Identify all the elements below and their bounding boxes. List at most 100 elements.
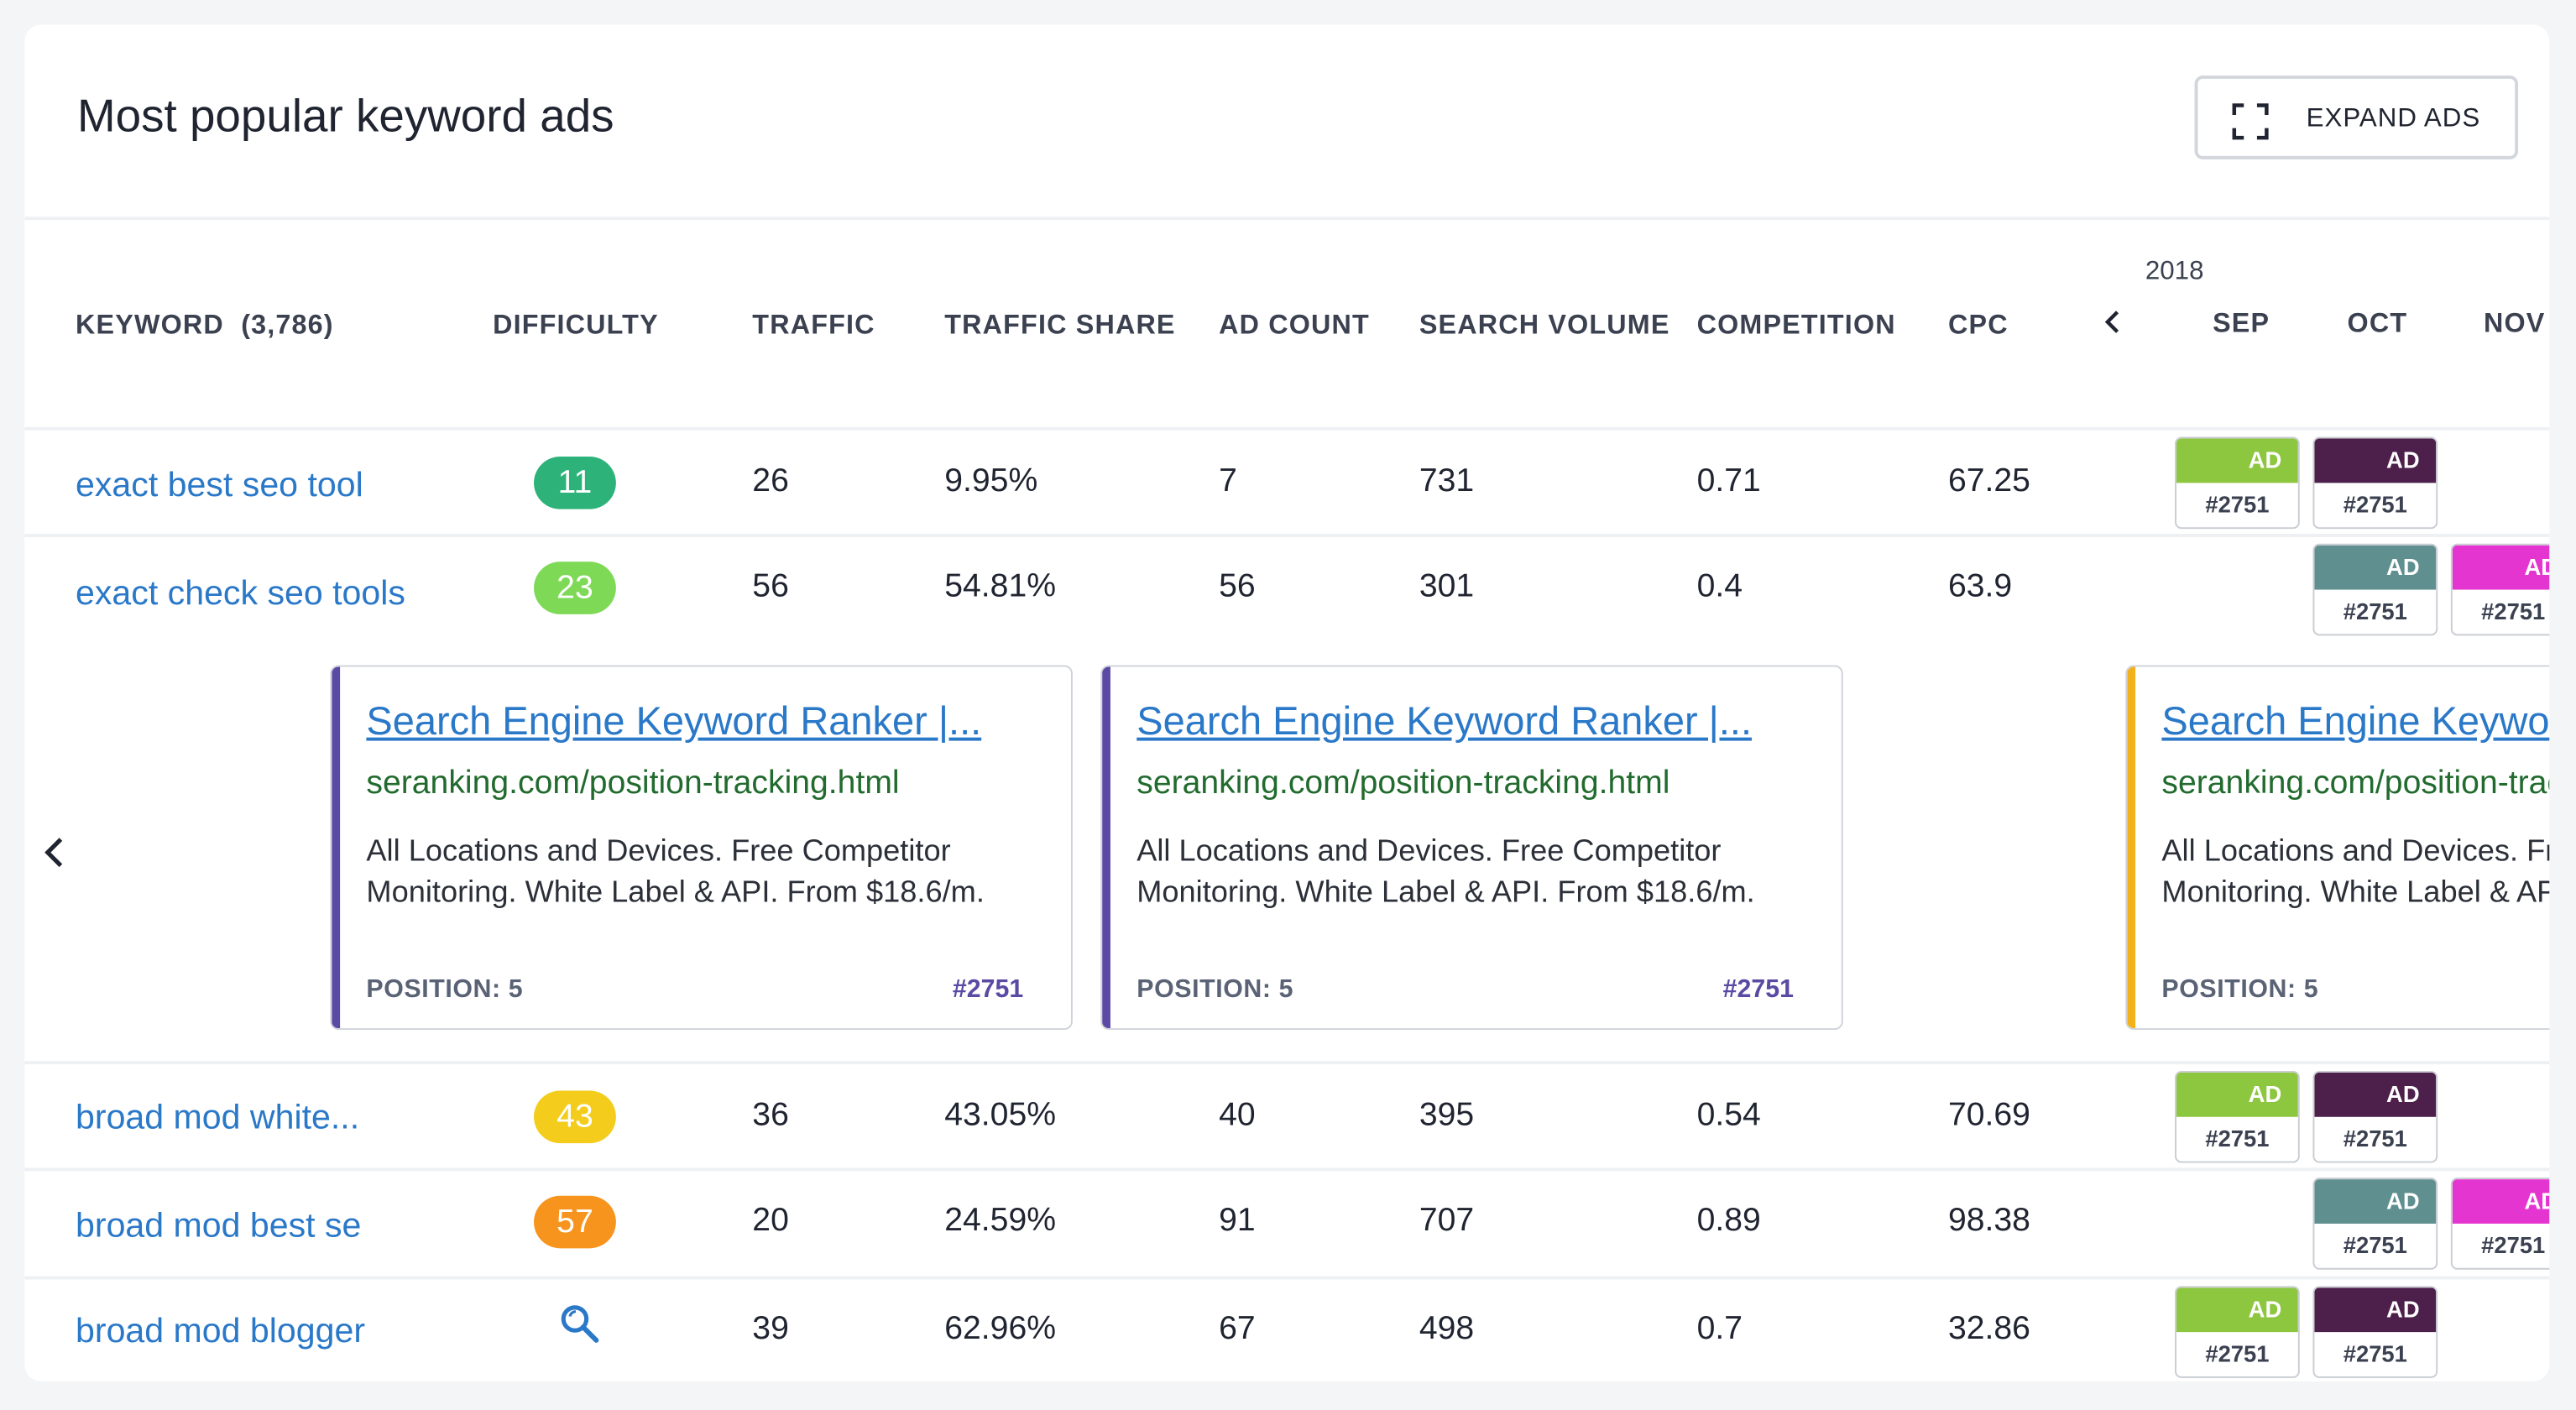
ad-badge-id: #2751: [2343, 1340, 2407, 1367]
chevron-left-icon[interactable]: [41, 836, 67, 869]
ad-badge[interactable]: AD #2751: [2175, 1070, 2300, 1163]
column-header-search-volume[interactable]: SEARCH VOLUME: [1419, 310, 1670, 341]
ad-badge-label: AD: [2452, 545, 2550, 590]
competition-value: 0.71: [1696, 462, 1761, 499]
column-header-traffic-share[interactable]: TRAFFIC SHARE: [944, 310, 1176, 341]
chevron-left-icon[interactable]: [2103, 309, 2122, 335]
ad-description: All Locations and Devices. Free Competit…: [2161, 833, 2549, 908]
traffic-share-value: 54.81%: [944, 568, 1057, 605]
keyword-count: (3,786): [241, 310, 334, 341]
column-header-ad-count[interactable]: AD COUNT: [1219, 310, 1370, 341]
ad-count-value: 7: [1219, 462, 1237, 499]
competition-value: 0.89: [1696, 1202, 1761, 1239]
row-divider: [24, 1061, 2550, 1065]
ad-badge[interactable]: AD #2751: [2312, 436, 2438, 530]
ad-badge[interactable]: AD #2751: [2312, 1286, 2438, 1378]
traffic-value: 56: [752, 568, 789, 605]
search-volume-value: 301: [1419, 568, 1475, 605]
traffic-value: 26: [752, 462, 789, 499]
ad-badge[interactable]: AD #2751: [2175, 1286, 2300, 1378]
expand-icon: [2232, 103, 2269, 140]
keyword-link[interactable]: exact best seo tool: [76, 466, 363, 504]
column-header-cpc[interactable]: CPC: [1948, 310, 2009, 341]
traffic-value: 39: [752, 1310, 789, 1347]
ad-badge[interactable]: AD #2751: [2175, 436, 2300, 530]
ad-badge-label: AD: [2314, 1287, 2437, 1333]
month-header-oct: OCT: [2347, 308, 2408, 339]
ad-badge[interactable]: AD #2751: [2450, 543, 2550, 636]
ad-preview-card[interactable]: Search Engine Keyword Ranker |... serank…: [1100, 665, 1843, 1031]
ad-id: #2751: [1722, 975, 1795, 1004]
expand-ads-label: EXPAND ADS: [2306, 105, 2481, 133]
keyword-ads-panel: Most popular keyword ads EXPAND ADS KEYW…: [24, 24, 2550, 1381]
cpc-value: 70.69: [1948, 1097, 2030, 1134]
ad-badge-label: AD: [2176, 438, 2298, 483]
keyword-link[interactable]: broad mod best se: [76, 1207, 362, 1246]
keyword-link[interactable]: broad mod white...: [76, 1099, 360, 1137]
keyword-header-label: KEYWORD: [76, 310, 224, 341]
ad-position: POSITION: 5: [366, 975, 524, 1004]
column-header-difficulty[interactable]: DIFFICULTY: [493, 310, 659, 341]
search-volume-value: 707: [1419, 1202, 1475, 1239]
ad-card-accent: [332, 666, 341, 1029]
row-divider: [24, 534, 2550, 537]
keyword-link[interactable]: broad mod blogger: [76, 1312, 366, 1350]
competition-value: 0.7: [1696, 1310, 1743, 1347]
ad-position: POSITION: 5: [1136, 975, 1294, 1004]
ad-url: seranking.com/position-tracking.html: [366, 765, 900, 802]
ad-badge-label: AD: [2314, 438, 2437, 483]
ad-badge-label: AD: [2176, 1287, 2298, 1333]
cpc-value: 67.25: [1948, 462, 2030, 499]
ad-count-value: 40: [1219, 1097, 1256, 1134]
ad-url: seranking.com/position-tracking.html: [2161, 765, 2549, 802]
table-row[interactable]: exact best seo tool 11 26 9.95% 7 731 0.…: [24, 431, 2549, 532]
search-icon[interactable]: [558, 1303, 601, 1345]
ad-description: All Locations and Devices. Free Competit…: [1136, 833, 1755, 908]
cpc-value: 98.38: [1948, 1202, 2030, 1239]
ad-badge[interactable]: AD #2751: [2312, 1070, 2438, 1163]
ad-badge-label: AD: [2176, 1072, 2298, 1117]
traffic-value: 36: [752, 1097, 789, 1134]
column-header-competition[interactable]: COMPETITION: [1696, 310, 1896, 341]
ad-badge-id: #2751: [2481, 1231, 2546, 1259]
month-header-sep: SEP: [2213, 308, 2270, 339]
column-header-keyword[interactable]: KEYWORD (3,786): [76, 311, 334, 342]
panel-title: Most popular keyword ads: [76, 90, 614, 142]
ad-badge[interactable]: AD #2751: [2450, 1178, 2550, 1270]
search-volume-value: 498: [1419, 1310, 1475, 1347]
expand-ads-button[interactable]: EXPAND ADS: [2194, 76, 2519, 159]
table-row[interactable]: broad mod white... 43 36 43.05% 40 395 0…: [24, 1064, 2549, 1166]
ad-badge[interactable]: AD #2751: [2312, 543, 2438, 636]
column-header-traffic[interactable]: TRAFFIC: [752, 310, 875, 341]
table-row[interactable]: broad mod blogger 39 62.96% 67 498 0.7 3…: [24, 1280, 2549, 1381]
traffic-share-value: 43.05%: [944, 1097, 1057, 1134]
difficulty-badge: 23: [534, 561, 616, 614]
ad-card-accent: [1102, 666, 1110, 1029]
ad-preview-card[interactable]: Search Engine Keyword Ranker |... serank…: [330, 665, 1073, 1031]
competition-value: 0.4: [1696, 568, 1743, 605]
ad-badge[interactable]: AD #2751: [2312, 1178, 2438, 1270]
ad-position: POSITION: 5: [2161, 975, 2319, 1004]
ad-headline-link[interactable]: Search Engine Keyword Ranker |...: [1136, 699, 1753, 744]
difficulty-badge: 43: [534, 1090, 616, 1144]
difficulty-badge: 57: [534, 1195, 616, 1249]
search-volume-value: 395: [1419, 1097, 1475, 1134]
table-row[interactable]: exact check seo tools 23 56 54.81% 56 30…: [24, 537, 2550, 642]
traffic-value: 20: [752, 1202, 789, 1239]
ad-badge-label: AD: [2314, 1179, 2437, 1224]
ad-badge-label: AD: [2452, 1179, 2550, 1224]
ad-badge-label: AD: [2314, 1072, 2437, 1117]
ad-headline-link[interactable]: Search Engine Keyword Ranker |...: [2161, 699, 2550, 744]
keyword-link[interactable]: exact check seo tools: [76, 574, 405, 613]
ad-preview-card[interactable]: Search Engine Keyword Ranker |... serank…: [2125, 665, 2550, 1031]
row-divider: [24, 1276, 2550, 1280]
competition-value: 0.54: [1696, 1097, 1761, 1134]
table-row[interactable]: broad mod best se 57 20 24.59% 91 707 0.…: [24, 1171, 2550, 1274]
ad-description: All Locations and Devices. Free Competit…: [366, 833, 985, 908]
ad-badge-id: #2751: [2481, 598, 2546, 624]
header-divider: [24, 217, 2550, 221]
ad-id: #2751: [952, 975, 1024, 1004]
ad-headline-link[interactable]: Search Engine Keyword Ranker |...: [366, 699, 982, 744]
ad-badge-id: #2751: [2343, 598, 2407, 624]
ad-badge-label: AD: [2314, 545, 2437, 590]
